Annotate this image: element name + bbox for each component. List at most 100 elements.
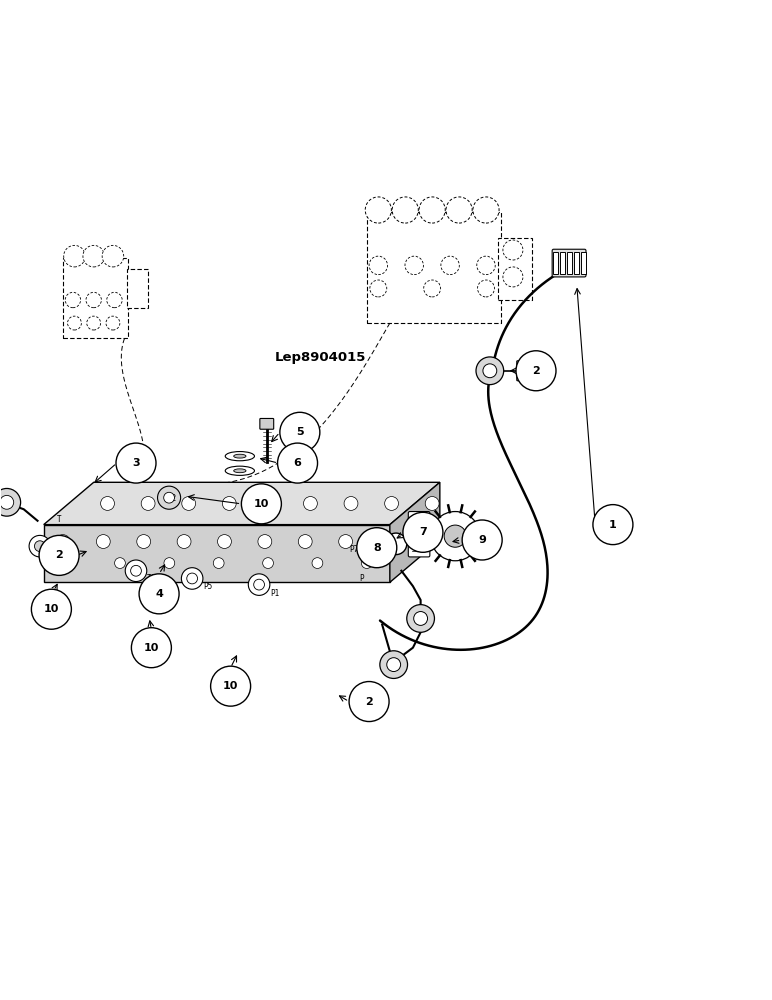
Circle shape (387, 658, 401, 672)
Bar (553, 252, 558, 274)
Bar (560, 252, 565, 274)
Circle shape (96, 535, 110, 548)
Circle shape (139, 574, 179, 614)
Circle shape (478, 280, 494, 297)
Circle shape (116, 443, 156, 483)
Circle shape (164, 558, 174, 568)
Circle shape (86, 292, 101, 308)
Circle shape (262, 558, 273, 568)
Text: 1: 1 (609, 520, 617, 530)
Text: 2: 2 (56, 550, 63, 560)
Text: P7: P7 (349, 545, 358, 554)
Circle shape (32, 589, 71, 629)
Circle shape (107, 292, 122, 308)
Ellipse shape (234, 469, 246, 473)
Circle shape (100, 497, 114, 510)
FancyBboxPatch shape (552, 249, 586, 277)
Circle shape (0, 495, 14, 509)
Bar (63, 258, 128, 338)
Circle shape (187, 573, 198, 584)
Circle shape (365, 197, 391, 223)
Text: T1: T1 (64, 540, 73, 549)
Circle shape (39, 535, 79, 575)
Circle shape (473, 197, 499, 223)
Circle shape (357, 528, 397, 568)
Circle shape (131, 628, 171, 668)
Circle shape (392, 197, 418, 223)
Circle shape (361, 558, 372, 568)
Text: 10: 10 (144, 643, 159, 653)
Circle shape (125, 560, 147, 582)
Circle shape (379, 535, 393, 548)
Circle shape (254, 579, 265, 590)
Circle shape (462, 520, 502, 560)
Text: 3: 3 (132, 458, 140, 468)
Text: 6: 6 (293, 458, 302, 468)
Circle shape (370, 280, 387, 297)
Circle shape (425, 497, 439, 510)
Text: 10: 10 (44, 604, 59, 614)
Circle shape (303, 497, 317, 510)
Circle shape (380, 651, 408, 678)
Ellipse shape (225, 466, 255, 475)
Circle shape (86, 316, 100, 330)
FancyBboxPatch shape (408, 512, 430, 557)
Circle shape (218, 535, 232, 548)
Text: P: P (359, 574, 364, 583)
Circle shape (56, 535, 69, 548)
Circle shape (298, 535, 312, 548)
Circle shape (312, 558, 323, 568)
Circle shape (415, 532, 424, 541)
Circle shape (385, 533, 407, 555)
Bar (581, 252, 586, 274)
Text: Lep8904015: Lep8904015 (275, 351, 366, 364)
Text: 10: 10 (254, 499, 269, 509)
Text: 2: 2 (365, 697, 373, 707)
Bar (567, 252, 572, 274)
Text: 10: 10 (223, 681, 239, 691)
Circle shape (424, 280, 441, 297)
Circle shape (349, 682, 389, 722)
Circle shape (431, 512, 480, 561)
Circle shape (67, 316, 81, 330)
Polygon shape (390, 482, 440, 582)
Circle shape (222, 497, 236, 510)
Circle shape (414, 612, 428, 625)
Text: 9: 9 (478, 535, 486, 545)
Circle shape (211, 666, 251, 706)
Circle shape (441, 256, 459, 275)
Circle shape (164, 492, 174, 503)
Circle shape (0, 488, 21, 516)
Circle shape (403, 512, 443, 552)
Polygon shape (44, 525, 390, 582)
Circle shape (130, 565, 141, 576)
Circle shape (444, 525, 466, 547)
Circle shape (35, 541, 46, 552)
Circle shape (516, 351, 556, 391)
Circle shape (419, 197, 445, 223)
Circle shape (369, 256, 388, 275)
Circle shape (476, 357, 503, 385)
Circle shape (181, 497, 195, 510)
Text: T9: T9 (147, 574, 156, 583)
Circle shape (213, 558, 224, 568)
Circle shape (593, 505, 633, 545)
Circle shape (278, 443, 317, 483)
Text: T: T (57, 515, 62, 524)
Bar (127, 269, 148, 308)
Circle shape (242, 484, 281, 524)
Circle shape (64, 245, 85, 267)
Circle shape (114, 558, 125, 568)
Polygon shape (44, 482, 440, 525)
Circle shape (503, 240, 523, 260)
FancyBboxPatch shape (260, 418, 274, 429)
Circle shape (29, 535, 51, 557)
Text: 8: 8 (373, 543, 381, 553)
Circle shape (503, 267, 523, 287)
Circle shape (446, 197, 472, 223)
Text: P5: P5 (203, 582, 212, 591)
Circle shape (258, 535, 272, 548)
Text: T2: T2 (168, 494, 177, 503)
Circle shape (137, 535, 151, 548)
Circle shape (344, 497, 358, 510)
